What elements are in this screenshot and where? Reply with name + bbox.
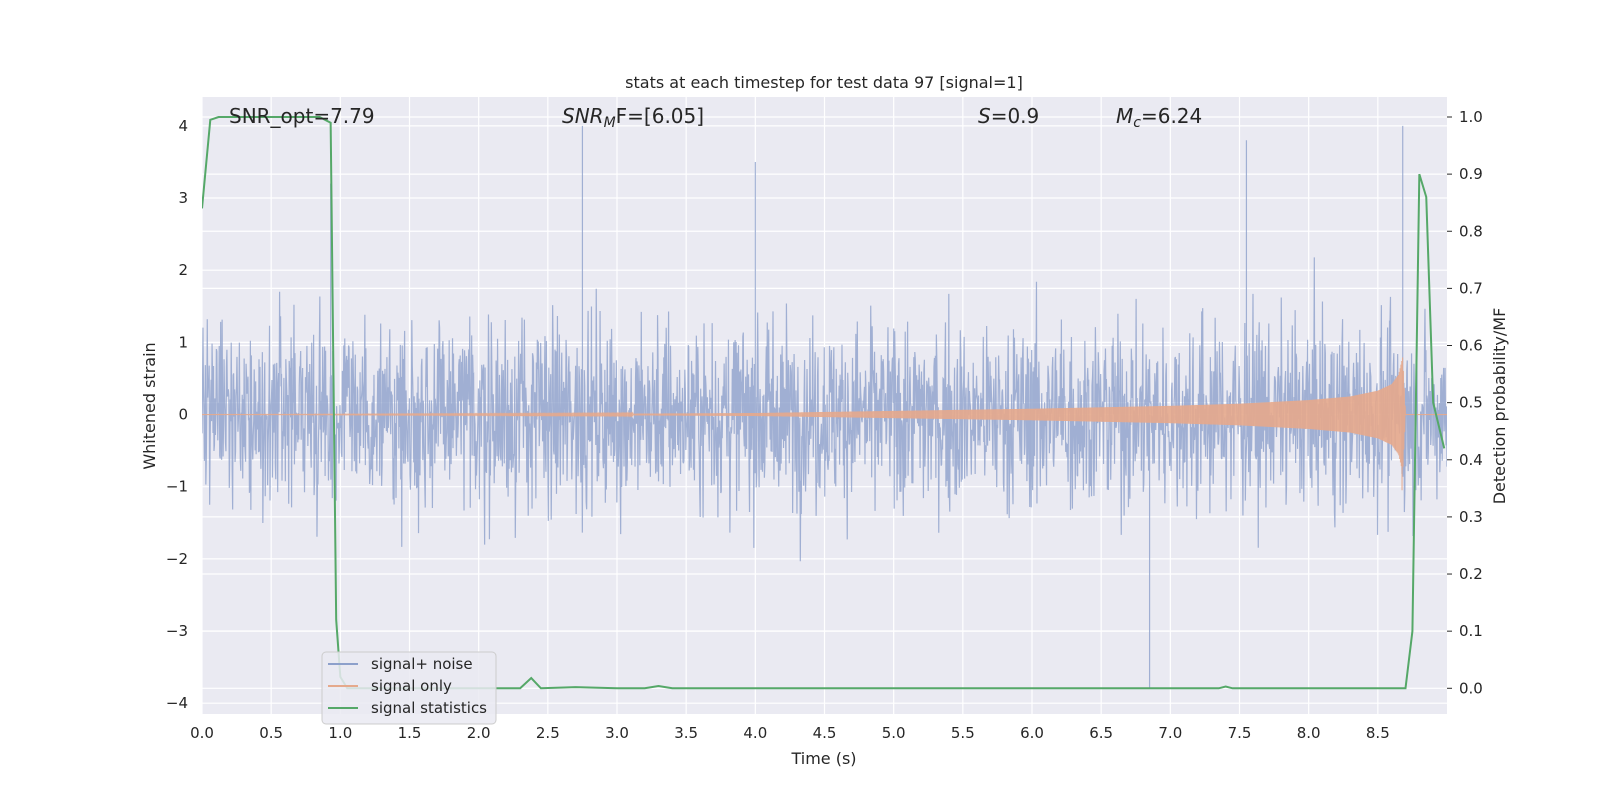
x-tick-label: 4.0 [743,724,767,742]
x-tick-label: 2.5 [536,724,560,742]
x-axis-label: Time (s) [790,749,856,768]
y-left-tick-label: 2 [178,261,188,279]
x-tick-label: 1.5 [398,724,422,742]
y-right-tick-labels: 1.0 0.9 0.8 0.7 0.6 0.5 0.4 0.3 0.2 0.1 0.0 [1447,108,1483,697]
y-left-tick-label: −1 [166,478,188,496]
y-left-tick-label: −3 [166,622,188,640]
y-axis-label-right: Detection probability/MF [1490,308,1509,505]
y-left-tick-label: −2 [166,550,188,568]
x-tick-label: 2.0 [467,724,491,742]
legend-label-noise: signal+ noise [371,655,473,673]
x-tick-label: 0.5 [259,724,283,742]
annotation-s: S=0.9 [978,104,1039,128]
y-left-tick-label: 4 [178,117,188,135]
annotation-mc-main: M [1116,104,1133,128]
signal-noise-line [202,125,1447,689]
y-left-tick-label: −4 [166,694,188,712]
x-tick-labels: 0.0 0.5 1.0 1.5 2.0 2.5 3.0 3.5 4.0 4.5 5.0 5.5 6.0 6… [190,724,1390,742]
y-right-tick-label: 0.0 [1459,679,1483,697]
x-tick-label: 1.0 [328,724,352,742]
legend-box [321,651,497,725]
chart-title: stats at each timestep for test data 97 … [625,73,1023,92]
x-tick-label: 5.5 [951,724,975,742]
annotation-s-main: S [978,104,991,128]
series-signal-only [202,357,1447,491]
legend: signal+ noise signal only signal statist… [321,651,497,725]
annotation-snr-mf: SNRMF=[6.05] [562,104,704,131]
y-left-tick-labels: 4 3 2 1 0 −1 −2 −3 −4 [166,117,188,712]
annotation-s-rest: =0.9 [991,104,1040,128]
y-right-tick-label: 0.3 [1459,508,1483,526]
y-right-tick-label: 0.6 [1459,337,1483,355]
annotation-snr-mf-sub: M [604,115,616,131]
x-tick-label: 0.0 [190,724,214,742]
annotation-mc-sub: c [1133,115,1141,131]
y-left-tick-label: 3 [178,189,188,207]
x-tick-label: 8.5 [1366,724,1390,742]
signal-statistics-line [202,116,1446,690]
x-tick-label: 6.0 [1020,724,1044,742]
y-left-tick-label: 1 [178,333,188,351]
y-right-tick-label: 0.7 [1459,279,1483,297]
y-axis-label-left: Whitened strain [140,342,159,469]
signal-only-line [202,357,1447,491]
annotation-mc-rest: =6.24 [1141,104,1202,128]
y-right-tick-label: 0.4 [1459,451,1483,469]
annotation-snr-mf-rest: F=[6.05] [616,104,704,128]
annotation-snr-opt: SNR_opt=7.79 [229,104,375,128]
legend-label-stats: signal statistics [371,699,487,717]
x-tick-label: 6.5 [1089,724,1113,742]
x-tick-label: 7.0 [1158,724,1182,742]
series-signal-statistics [202,116,1446,690]
y-right-tick-label: 1.0 [1459,108,1483,126]
y-right-tick-label: 0.1 [1459,622,1483,640]
y-right-tick-label: 0.5 [1459,394,1483,412]
y-right-tick-label: 0.9 [1459,165,1483,183]
legend-label-signal: signal only [371,677,452,695]
y-left-tick-label: 0 [178,406,188,424]
x-tick-label: 7.5 [1228,724,1252,742]
annotation-snr-mf-main: SNR [562,104,604,128]
x-tick-label: 8.0 [1297,724,1321,742]
x-tick-label: 4.5 [813,724,837,742]
x-tick-label: 3.5 [674,724,698,742]
x-tick-label: 5.0 [882,724,906,742]
x-tick-label: 3.0 [605,724,629,742]
series-signal-noise [202,125,1447,689]
y-right-tick-label: 0.8 [1459,222,1483,240]
y-right-tick-label: 0.2 [1459,565,1483,583]
annotation-mc: Mc=6.24 [1116,104,1202,131]
